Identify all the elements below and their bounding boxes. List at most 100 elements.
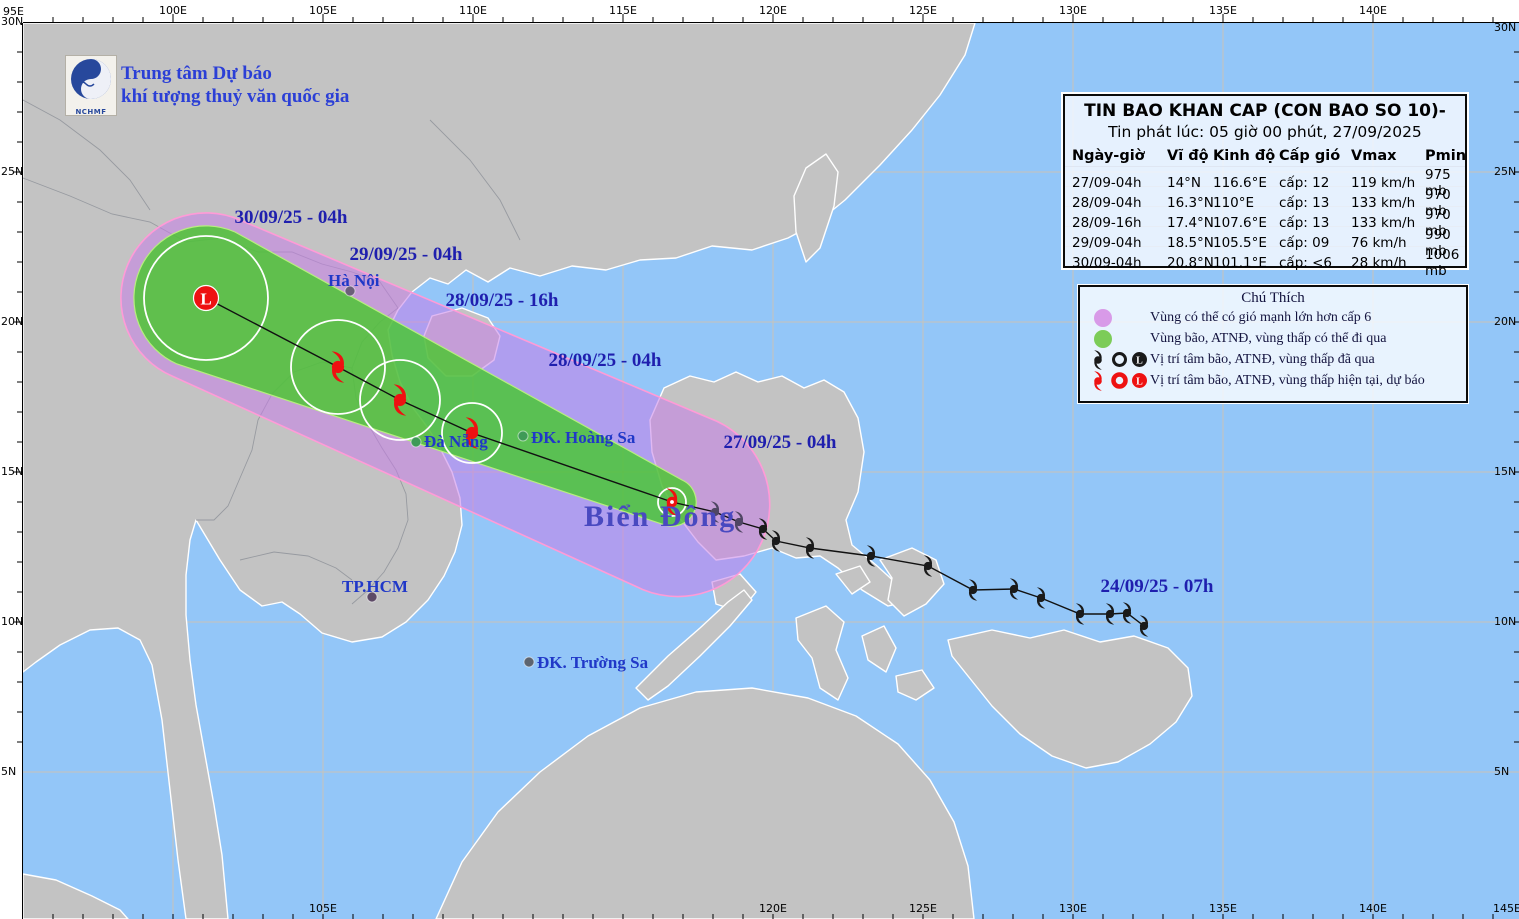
lat-tick-label: 10N (1, 615, 24, 628)
bulletin-cell: 20.8°N (1167, 255, 1214, 271)
city-label: ĐK. Hoàng Sa (531, 428, 636, 447)
lon-tick-label: 115E (609, 4, 637, 17)
purple-area-icon (1094, 308, 1112, 327)
map-frame (22, 22, 1519, 919)
bulletin-row: 28/09-16h 17.4°N 107.6°E cấp: 13 133 km/h 970… (1065, 207, 1465, 239)
forecast-circle-icon (1111, 372, 1128, 389)
legend-item2-text: Vùng bão, ATNĐ, vùng thấp có thể đi qua (1150, 330, 1387, 346)
bulletin-row: 28/09-04h 16.3°N 110°E cấp: 13 133 km/h 970 m… (1065, 187, 1465, 219)
city-dots (344, 285, 535, 668)
land-mindanao (947, 629, 1193, 769)
bulletin-cell: 17.4°N (1167, 215, 1214, 231)
track-date-label: 24/09/25 - 07h (1100, 576, 1214, 597)
land-borneo (435, 687, 975, 919)
bulletin-cell: 29/09-04h (1072, 235, 1142, 251)
lat-tick-label: 20N (1, 315, 24, 328)
agency-title: Trung tâm Dự báo khí tượng thuỷ văn quốc… (121, 62, 349, 108)
lon-tick-label: 120E (759, 4, 787, 17)
lat-tick-label: 15N (1494, 465, 1517, 478)
land-panay-negros (795, 605, 849, 701)
bulletin-header-row: Ngày-giờ Vĩ độ Kinh độ Cấp gió Vmax Pmin (1065, 146, 1466, 167)
lat-tick-label: 5N (1, 765, 17, 778)
track-date-label: 28/09/25 - 16h (445, 290, 559, 311)
bulletin-cell: cấp: <6 (1279, 255, 1333, 271)
lon-tick-label: 125E (909, 4, 937, 17)
land-cebu (861, 625, 897, 673)
bulletin-cell: cấp: 13 (1279, 215, 1330, 231)
nchmf-logo: NCHMF (65, 55, 117, 116)
nchmf-logo-text: NCHMF (75, 108, 107, 116)
lon-tick-label: 125E (909, 902, 937, 915)
bulletin-cell: 107.6°E (1213, 215, 1267, 231)
bulletin-cell: 1006 mb (1425, 247, 1460, 279)
legend-title: Chú Thích (1241, 290, 1305, 306)
track-date-label: 30/09/25 - 04h (234, 207, 348, 228)
bulletin-cell: cấp: 12 (1279, 175, 1330, 191)
lat-tick-label: 5N (1494, 765, 1510, 778)
forecast-low-icon[interactable]: L (192, 284, 220, 312)
bulletin-cell: 28/09-04h (1072, 195, 1142, 211)
lon-tick-label: 105E (309, 4, 337, 17)
lat-tick-label: 25N (1, 165, 24, 178)
bulletin-row: 29/09-04h 18.5°N 105.5°E cấp: 09 76 km/h 990 … (1065, 227, 1465, 259)
bulletin-row: 27/09-04h 14°N 116.6°E cấp: 12 119 km/h 975 m… (1065, 167, 1465, 199)
legend[interactable]: Chú Thích Vùng có thể có gió mạnh lớn hơ… (1078, 285, 1468, 403)
corner-lat-label: 30N (1, 15, 24, 28)
lat-tick-label: 25N (1494, 165, 1517, 178)
lat-tick-label: 10N (1494, 615, 1517, 628)
lon-tick-label: 110E (459, 4, 487, 17)
forecast-low-icon: L (1132, 373, 1147, 388)
col-wind-level: Cấp gió (1279, 148, 1341, 164)
lon-tick-label: 105E (309, 902, 337, 915)
land-masbate (835, 565, 871, 595)
bulletin-cell: 28/09-16h (1072, 215, 1142, 231)
bulletin-issued-time: Tin phát lúc: 05 giờ 00 phút, 27/09/2025 (1108, 123, 1422, 141)
lat-tick-label: 15N (1, 465, 24, 478)
bulletin-cell: cấp: 13 (1279, 195, 1330, 211)
legend-item1-text: Vùng có thể có gió mạnh lớn hơn cấp 6 (1150, 309, 1372, 325)
bulletin-cell: 970 mb (1425, 187, 1451, 219)
col-vmax: Vmax (1351, 148, 1397, 164)
lon-tick-label: 130E (1059, 4, 1087, 17)
storm-passage-cone (133, 225, 697, 527)
bulletin-cell: 27/09-04h (1072, 175, 1142, 191)
legend-item-wind-area: Vùng có thể có gió mạnh lớn hơn cấp 6 (1080, 307, 1466, 328)
bulletin-cell: 101.1°E (1213, 255, 1267, 271)
storm-bulletin-table[interactable]: TIN BAO KHAN CAP (CON BAO SO 10)- Tin ph… (1063, 94, 1467, 279)
bulletin-cell: 105.5°E (1213, 235, 1267, 251)
bulletin-cell: 16.3°N (1167, 195, 1214, 211)
city-label: ĐK. Trường Sa (537, 653, 649, 672)
bulletin-cell: 14°N (1167, 175, 1202, 191)
col-pmin: Pmin (1425, 148, 1467, 164)
green-area-icon (1094, 329, 1112, 348)
bulletin-cell: 133 km/h (1351, 195, 1416, 211)
svg-text:L: L (1136, 356, 1143, 367)
land-palawan (635, 589, 753, 701)
col-latitude: Vĩ độ (1167, 148, 1209, 164)
col-datetime: Ngày-giờ (1072, 148, 1145, 164)
land-taiwan (793, 153, 839, 263)
bulletin-cell: 30/09-04h (1072, 255, 1142, 271)
agency-line2: khí tượng thuỷ văn quốc gia (121, 86, 350, 107)
col-longitude: Kinh độ (1213, 148, 1276, 164)
bulletin-row: 30/09-04h 20.8°N 101.1°E cấp: <6 28 km/h 1006… (1065, 247, 1465, 279)
track-date-label: 29/09/25 - 04h (349, 244, 463, 265)
bulletin-cell: 116.6°E (1213, 175, 1267, 191)
lon-tick-label: 120E (759, 902, 787, 915)
lon-tick-label: 140E (1359, 4, 1387, 17)
lon-tick-label: 130E (1059, 902, 1087, 915)
bulletin-cell: 990 mb (1425, 227, 1451, 259)
land-bohol (895, 669, 935, 701)
bulletin-cell: cấp: 09 (1279, 235, 1330, 251)
forecast-uncertainty-circles (143, 235, 687, 517)
sea-name-label: Biển Đông (584, 500, 737, 533)
lat-tick-label: 30N (1494, 21, 1517, 34)
agency-line1: Trung tâm Dự báo (121, 63, 272, 84)
storm-position-icons[interactable]: L (192, 284, 1149, 637)
lon-tick-label: 135E (1209, 4, 1237, 17)
bulletin-cell: 133 km/h (1351, 215, 1416, 231)
bulletin-cell: 18.5°N (1167, 235, 1214, 251)
legend-item-current-forecast-position: L Vị trí tâm bão, ATNĐ, vùng thấp hiện t… (1080, 370, 1466, 391)
bulletin-cell: 110°E (1213, 195, 1255, 211)
